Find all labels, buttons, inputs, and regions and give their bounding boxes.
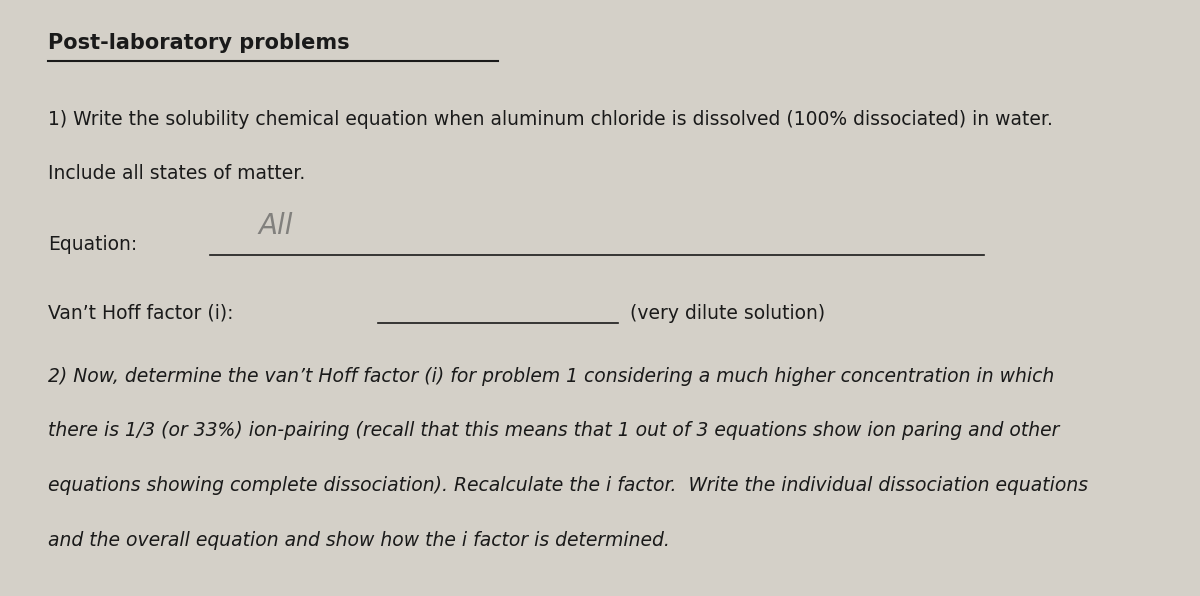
Text: there is 1/3 (or 33%) ion-pairing (recall that this means that 1 out of 3 equati: there is 1/3 (or 33%) ion-pairing (recal…	[48, 421, 1060, 440]
Text: Include all states of matter.: Include all states of matter.	[48, 164, 305, 183]
Text: Equation:: Equation:	[48, 235, 137, 254]
Text: Post-laboratory problems: Post-laboratory problems	[48, 33, 349, 53]
Text: 1) Write the solubility chemical equation when aluminum chloride is dissolved (1: 1) Write the solubility chemical equatio…	[48, 110, 1052, 129]
Text: equations showing complete dissociation). Recalculate the i factor.  Write the i: equations showing complete dissociation)…	[48, 476, 1088, 495]
Text: and the overall equation and show how the i factor is determined.: and the overall equation and show how th…	[48, 531, 670, 550]
Text: (very dilute solution): (very dilute solution)	[630, 304, 826, 323]
Text: Van’t Hoff factor (i):: Van’t Hoff factor (i):	[48, 304, 234, 323]
Text: 2) Now, determine the van’t Hoff factor (i) for problem 1 considering a much hig: 2) Now, determine the van’t Hoff factor …	[48, 367, 1055, 386]
Text: All: All	[258, 212, 293, 240]
